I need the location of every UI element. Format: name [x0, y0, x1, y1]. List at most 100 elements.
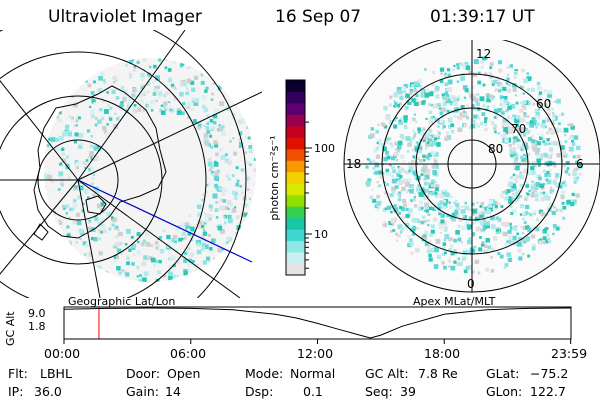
emission-pixel [466, 104, 469, 107]
emission-pixel [216, 48, 219, 51]
emission-pixel [207, 157, 212, 162]
emission-pixel [526, 87, 531, 92]
emission-pixel [544, 161, 549, 166]
emission-pixel [7, 164, 9, 166]
emission-pixel [453, 102, 456, 105]
emission-pixel [163, 94, 167, 98]
emission-pixel [209, 214, 212, 217]
emission-pixel [138, 279, 142, 282]
emission-pixel [476, 201, 479, 204]
emission-pixel [210, 125, 214, 130]
emission-pixel [556, 227, 560, 231]
emission-pixel [415, 187, 421, 192]
emission-pixel [498, 68, 503, 73]
emission-pixel [30, 103, 34, 107]
emission-pixel [209, 134, 213, 138]
emission-pixel [491, 82, 495, 86]
emission-pixel [243, 229, 247, 233]
emission-pixel [73, 140, 77, 144]
emission-pixel [16, 134, 20, 138]
emission-pixel [144, 37, 147, 40]
emission-pixel [215, 216, 219, 219]
emission-pixel [55, 34, 59, 38]
emission-pixel [166, 281, 169, 282]
emission-pixel [89, 105, 92, 109]
emission-pixel [46, 144, 50, 147]
emission-pixel [518, 236, 523, 241]
emission-pixel [413, 113, 416, 116]
emission-pixel [481, 56, 486, 61]
emission-pixel [226, 236, 230, 240]
emission-pixel [112, 245, 117, 249]
mlt-label-6: 6 [576, 157, 584, 171]
emission-pixel [441, 93, 446, 98]
emission-pixel [426, 141, 430, 145]
emission-pixel [197, 126, 201, 130]
emission-pixel [244, 219, 249, 224]
emission-pixel [562, 205, 567, 210]
emission-pixel [203, 296, 207, 298]
emission-pixel [16, 150, 20, 154]
emission-pixel [547, 112, 552, 116]
emission-pixel [179, 92, 184, 97]
emission-pixel [519, 195, 523, 198]
emission-pixel [222, 293, 224, 295]
emission-pixel [443, 238, 447, 242]
alt-plot-xtick-0: 00:00 [44, 346, 81, 361]
emission-pixel [368, 160, 373, 165]
emission-pixel [491, 80, 494, 83]
emission-pixel [94, 70, 98, 74]
emission-pixel [412, 129, 415, 133]
emission-pixel [497, 251, 501, 256]
emission-pixel [523, 168, 528, 174]
emission-pixel [543, 89, 547, 93]
emission-pixel [229, 266, 234, 271]
emission-pixel [423, 209, 427, 212]
emission-pixel [554, 129, 559, 134]
emission-pixel [72, 75, 77, 80]
emission-pixel [36, 124, 39, 127]
lon-lines [0, 30, 262, 298]
emission-pixel [221, 47, 223, 49]
emission-pixel [499, 97, 505, 103]
emission-pixel [410, 184, 414, 188]
emission-pixel [419, 84, 423, 88]
alt-plot-frame [63, 306, 572, 340]
emission-pixel [88, 167, 92, 172]
emission-pixel [50, 260, 55, 266]
emission-pixel [47, 174, 53, 180]
emission-pixel [213, 175, 219, 181]
emission-pixel [507, 105, 512, 110]
emission-pixel [418, 130, 422, 134]
emission-pixel [225, 174, 230, 179]
emission-pixel [433, 217, 438, 222]
emission-pixel [542, 229, 547, 234]
emission-pixel [97, 229, 102, 234]
emission-pixel [531, 135, 534, 138]
emission-pixel [507, 257, 513, 263]
emission-pixel [416, 142, 421, 147]
emission-pixel [219, 205, 225, 211]
emission-pixel [515, 191, 519, 195]
emission-pixel [542, 152, 548, 158]
emission-pixel [231, 174, 235, 178]
emission-pixel [148, 256, 153, 261]
emission-pixel [535, 109, 538, 112]
emission-pixel [434, 192, 438, 195]
emission-pixel [435, 195, 438, 198]
emission-pixel [407, 242, 412, 248]
emission-pixel [91, 176, 95, 181]
emission-pixel [512, 186, 518, 191]
emission-pixel [501, 125, 504, 128]
emission-pixel [414, 204, 418, 208]
emission-pixel [394, 232, 398, 236]
gcalt-label: GC Alt: [365, 366, 409, 381]
emission-pixel [445, 98, 451, 104]
emission-pixel [449, 256, 452, 259]
emission-pixel [368, 158, 371, 161]
emission-pixel [16, 147, 19, 150]
mlat-label-80: 80 [488, 142, 503, 156]
emission-pixel [444, 228, 448, 232]
emission-pixel [484, 220, 487, 223]
emission-pixel [75, 124, 78, 127]
